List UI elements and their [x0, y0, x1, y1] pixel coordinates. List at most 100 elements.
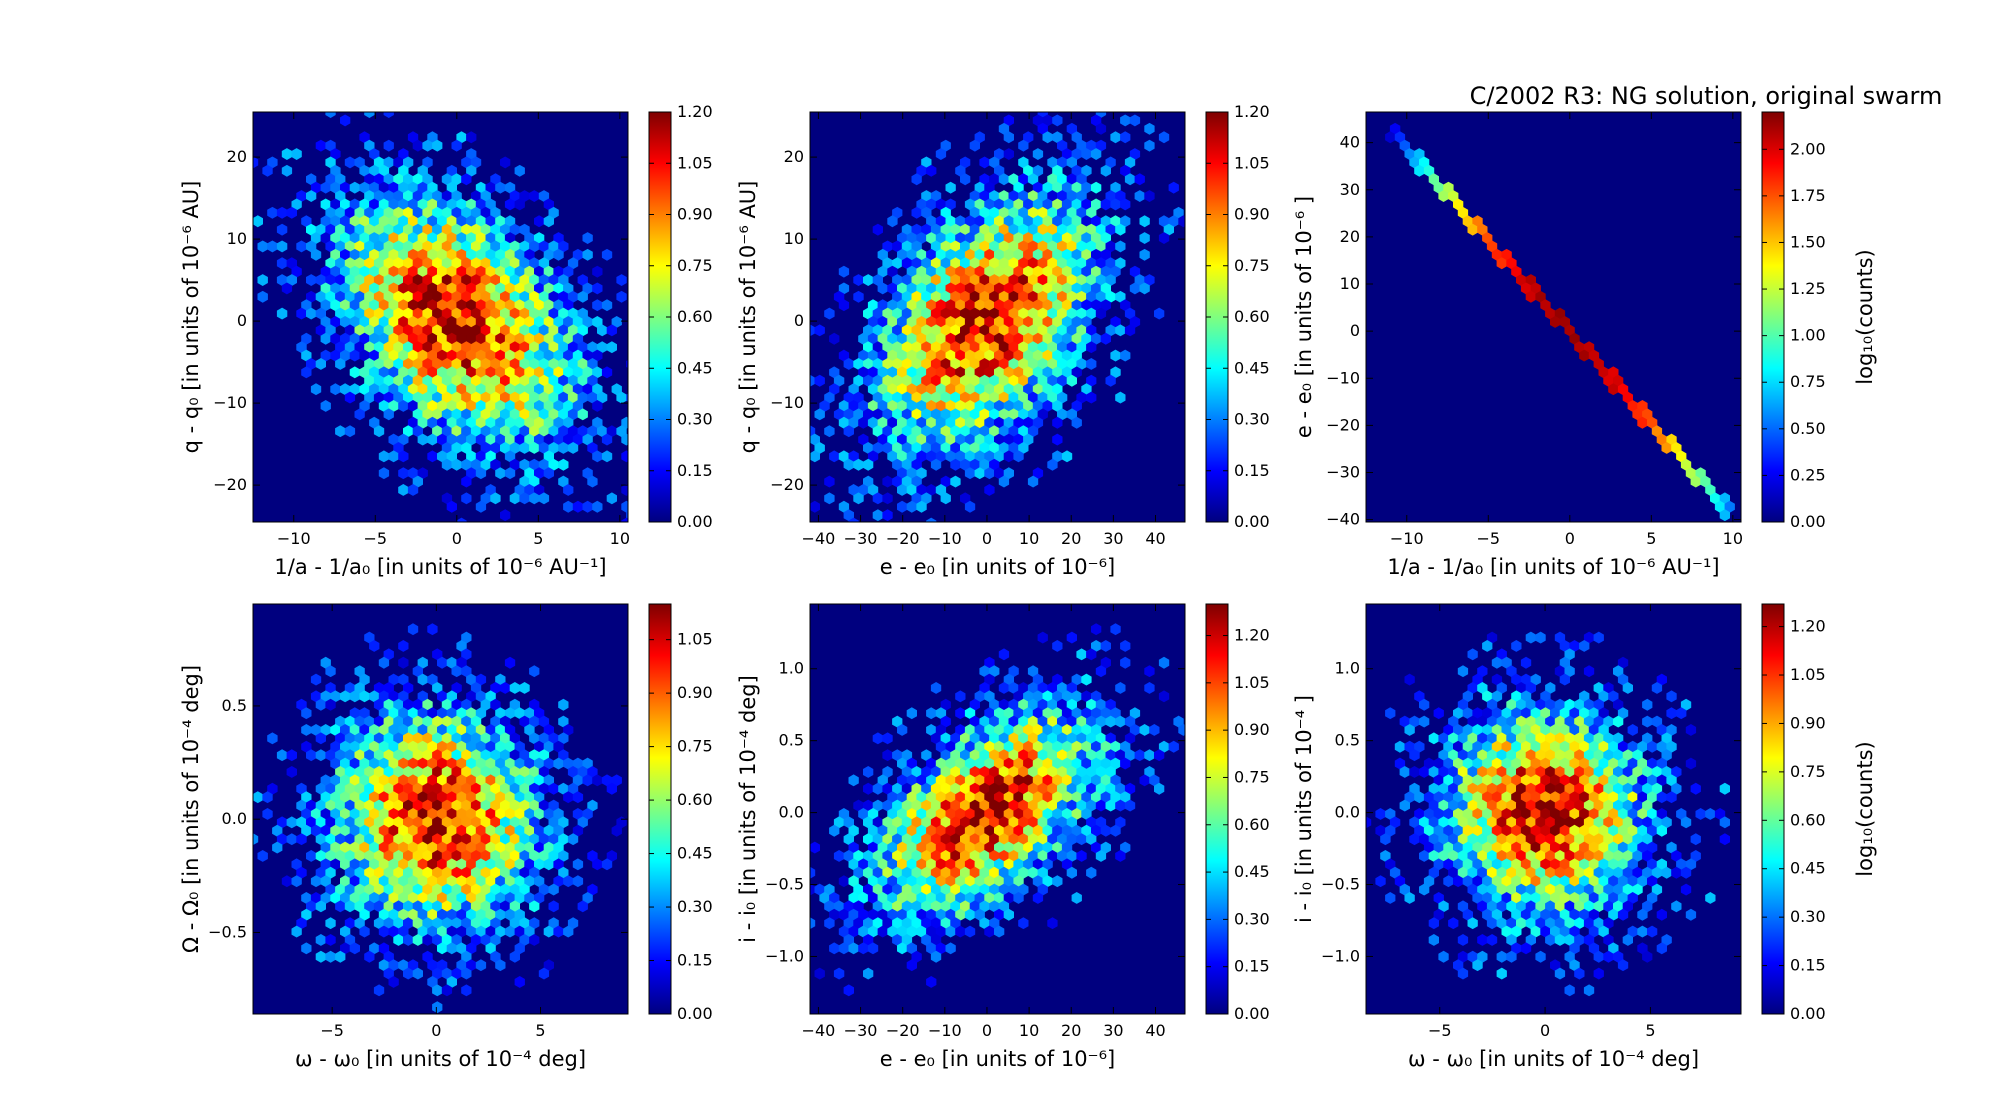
- hexbin-cell: [1511, 925, 1522, 938]
- hexbin-cell: [412, 816, 423, 829]
- hexbin-cell: [1027, 749, 1039, 762]
- hexbin-cell: [466, 248, 477, 261]
- hexbin-cell: [1438, 900, 1449, 913]
- hexbin-cell: [1178, 724, 1185, 736]
- hexbin-cell: [344, 391, 356, 404]
- hexbin-cell: [829, 892, 840, 904]
- hexbin-cell: [921, 816, 932, 829]
- colorbar-tick-label: 1.20: [1234, 102, 1270, 121]
- hexbin-cell: [1719, 782, 1730, 795]
- colorbar-tick-label: 0.15: [1234, 957, 1270, 976]
- x-tick-label: 20: [1061, 529, 1081, 548]
- hexbin-cell: [1129, 707, 1141, 720]
- hexbin-cell: [1486, 799, 1498, 812]
- hexbin-cell: [1525, 799, 1536, 812]
- hexbin-cell: [1550, 316, 1561, 328]
- hexbin-cell: [1419, 156, 1430, 169]
- hexbin-cell: [451, 324, 462, 337]
- hexbin-cell: [291, 148, 302, 160]
- hexbin-cell: [563, 500, 574, 513]
- hexbin-cell: [935, 282, 947, 295]
- hexbin-cell: [393, 391, 404, 404]
- hexbin-cell: [417, 774, 428, 787]
- hexbin-cell: [369, 148, 380, 160]
- hexbin-cell: [475, 282, 487, 295]
- hexbin-cell: [310, 875, 322, 888]
- hexbin-cell: [286, 816, 297, 829]
- hexbin-cell: [1622, 816, 1633, 829]
- hexbin-cell: [480, 900, 491, 913]
- hexbin-cell: [1144, 274, 1155, 286]
- hexbin-cell: [974, 724, 985, 736]
- hexbin-cell: [1550, 908, 1561, 921]
- hexbin-cell: [1530, 673, 1541, 686]
- hexbin-cell: [340, 740, 351, 753]
- hexbin-cell: [863, 799, 874, 812]
- hexbin-cell: [446, 892, 457, 904]
- hexbin-cell: [403, 240, 414, 253]
- hexbin-cell: [1564, 934, 1575, 946]
- hexbin-cell: [819, 400, 830, 412]
- hexbin-cell: [1574, 732, 1585, 745]
- hexbin-cell: [500, 749, 511, 762]
- hexbin-cell: [1559, 908, 1570, 921]
- hexbin-cell: [441, 934, 453, 946]
- hexbin-cell: [1008, 223, 1019, 236]
- hexbin-cell: [1144, 139, 1155, 152]
- hexbin-cell: [1516, 782, 1527, 795]
- hexbin-cell: [495, 774, 506, 787]
- hexbin-cell: [1550, 892, 1561, 904]
- hexbin-cell: [320, 215, 331, 228]
- hexbin-cell: [1627, 841, 1638, 854]
- hexbin-cell: [1719, 492, 1730, 505]
- hexbin-cell: [398, 707, 409, 720]
- hexbin-cell: [480, 425, 491, 438]
- hexbin-cell: [935, 349, 947, 362]
- hexbin-cell: [1554, 934, 1566, 946]
- hexbin-cell: [853, 900, 864, 913]
- hexbin-cell: [1057, 408, 1068, 421]
- hexbin-cell: [1520, 791, 1532, 804]
- hexbin-cell: [1115, 715, 1126, 728]
- hexbin-cell: [470, 206, 482, 219]
- hexbin-cell: [1071, 164, 1082, 177]
- hexbin-cell: [979, 799, 990, 812]
- colorbar-tick-label: 0.45: [1234, 358, 1270, 377]
- hexbin-cell: [964, 416, 976, 429]
- hexbin-cell: [359, 164, 370, 177]
- hexbin-cell: [1091, 824, 1102, 837]
- hexbin-cell: [1520, 690, 1532, 703]
- x-tick-label: 40: [1145, 529, 1165, 548]
- hexbin-cell: [529, 934, 540, 946]
- hexbin-cell: [538, 307, 550, 320]
- hexbin-cell: [286, 833, 297, 846]
- hexbin-cell: [1467, 883, 1478, 896]
- hexbin-cell: [916, 908, 927, 921]
- hexbin-cell: [529, 782, 540, 795]
- hexbin-cell: [897, 450, 908, 463]
- hexbin-cell: [998, 766, 1010, 778]
- hexbin-cell: [1057, 307, 1068, 320]
- hexbin-cell: [466, 366, 477, 379]
- hexbin-cell: [1535, 900, 1546, 913]
- hexbin-cell: [994, 808, 1005, 820]
- hexbin-cell: [475, 959, 487, 972]
- hexbin-cell: [548, 374, 559, 387]
- hexbin-cell: [466, 316, 477, 328]
- hexbin-cell: [253, 833, 259, 846]
- hexbin-cell: [335, 833, 346, 846]
- hexbin-cell: [335, 766, 346, 778]
- hexbin-cell: [514, 316, 525, 328]
- hexbin-cell: [1491, 892, 1503, 904]
- hexbin-cell: [935, 925, 947, 938]
- x-tick-label: 30: [1103, 529, 1123, 548]
- hexbin-cell: [446, 248, 457, 261]
- hexbin-cell: [1091, 215, 1102, 228]
- hexbin-cell: [441, 341, 453, 354]
- hexbin-cell: [563, 484, 574, 496]
- hexbin-cell: [592, 265, 603, 278]
- hexbin-cell: [1622, 782, 1633, 795]
- hexbin-cell: [1617, 824, 1629, 837]
- hexbin-cell: [344, 206, 356, 219]
- hexbin-cell: [485, 181, 496, 194]
